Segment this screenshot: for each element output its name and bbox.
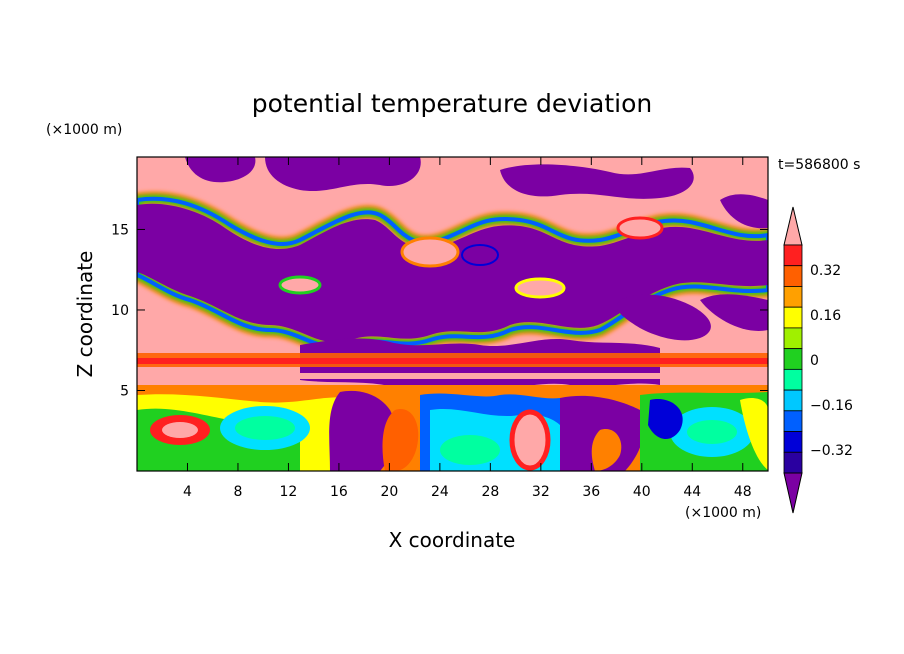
colorbar-segment	[783, 368, 803, 391]
y-tick-label: 10	[111, 303, 129, 319]
x-unit-label: (×1000 m)	[685, 505, 761, 521]
x-tick-label: 40	[633, 484, 651, 500]
x-tick-label: 28	[481, 484, 499, 500]
upper-anomalies	[137, 157, 768, 355]
colorbar-segment	[783, 265, 803, 287]
plot-frame	[136, 156, 769, 472]
x-tick-label: 36	[582, 484, 600, 500]
colorbar-tick-label: 0.16	[810, 308, 841, 324]
x-tick-label: 8	[233, 484, 242, 500]
y-tick-label: 15	[111, 222, 129, 238]
x-tick-label: 16	[330, 484, 348, 500]
colorbar: 0.32 0.16 0 −0.16 −0.32	[783, 206, 853, 514]
y-unit-label: (×1000 m)	[46, 122, 122, 138]
x-tick-label: 24	[431, 484, 449, 500]
contour-field	[137, 157, 768, 471]
colorbar-segment	[783, 286, 803, 308]
colorbar-segment	[783, 410, 803, 432]
colorbar-segment	[783, 431, 803, 453]
colorbar-segment	[783, 306, 803, 329]
y-axis-label: Z coordinate	[73, 251, 97, 378]
colorbar-extend-top	[783, 206, 803, 246]
y-tick-label: 5	[120, 383, 129, 399]
colorbar-tick-label: 0	[810, 353, 819, 369]
x-tick-label: 20	[380, 484, 398, 500]
x-tick-label: 48	[734, 484, 752, 500]
colorbar-extend-bottom	[783, 472, 803, 514]
x-tick-label: 4	[183, 484, 192, 500]
x-axis: 4 8 12 16 20 24 28 32 36 40 44 48	[183, 157, 752, 500]
colorbar-tick-label: −0.16	[810, 398, 853, 414]
x-axis-label: X coordinate	[389, 528, 516, 552]
colorbar-segment	[783, 348, 803, 370]
colorbar-tick-label: 0.32	[810, 263, 841, 279]
warm-band	[137, 353, 768, 379]
lower-field	[137, 385, 768, 471]
colorbar-tick-label: −0.32	[810, 443, 853, 459]
time-label: t=586800 s	[778, 157, 860, 173]
x-tick-label: 12	[280, 484, 298, 500]
y-axis: 5 10 15	[111, 222, 768, 399]
colorbar-segment	[783, 244, 803, 267]
colorbar-segment	[783, 327, 803, 350]
x-tick-label: 32	[532, 484, 550, 500]
x-tick-label: 44	[683, 484, 701, 500]
upper-warm-blobs	[278, 216, 664, 299]
colorbar-segment	[783, 451, 803, 474]
chart-title: potential temperature deviation	[252, 89, 652, 118]
colorbar-segment	[783, 389, 803, 412]
